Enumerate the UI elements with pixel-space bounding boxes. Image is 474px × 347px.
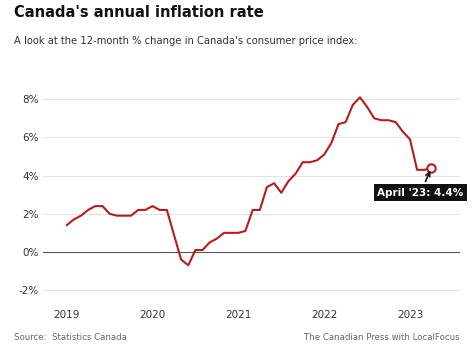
- Text: A look at the 12-month % change in Canada's consumer price index:: A look at the 12-month % change in Canad…: [14, 36, 358, 46]
- Text: The Canadian Press with LocalFocus: The Canadian Press with LocalFocus: [304, 333, 460, 342]
- Text: April '23: 4.4%: April '23: 4.4%: [377, 172, 464, 198]
- Text: Canada's annual inflation rate: Canada's annual inflation rate: [14, 5, 264, 20]
- Text: Source:  Statistics Canada: Source: Statistics Canada: [14, 333, 127, 342]
